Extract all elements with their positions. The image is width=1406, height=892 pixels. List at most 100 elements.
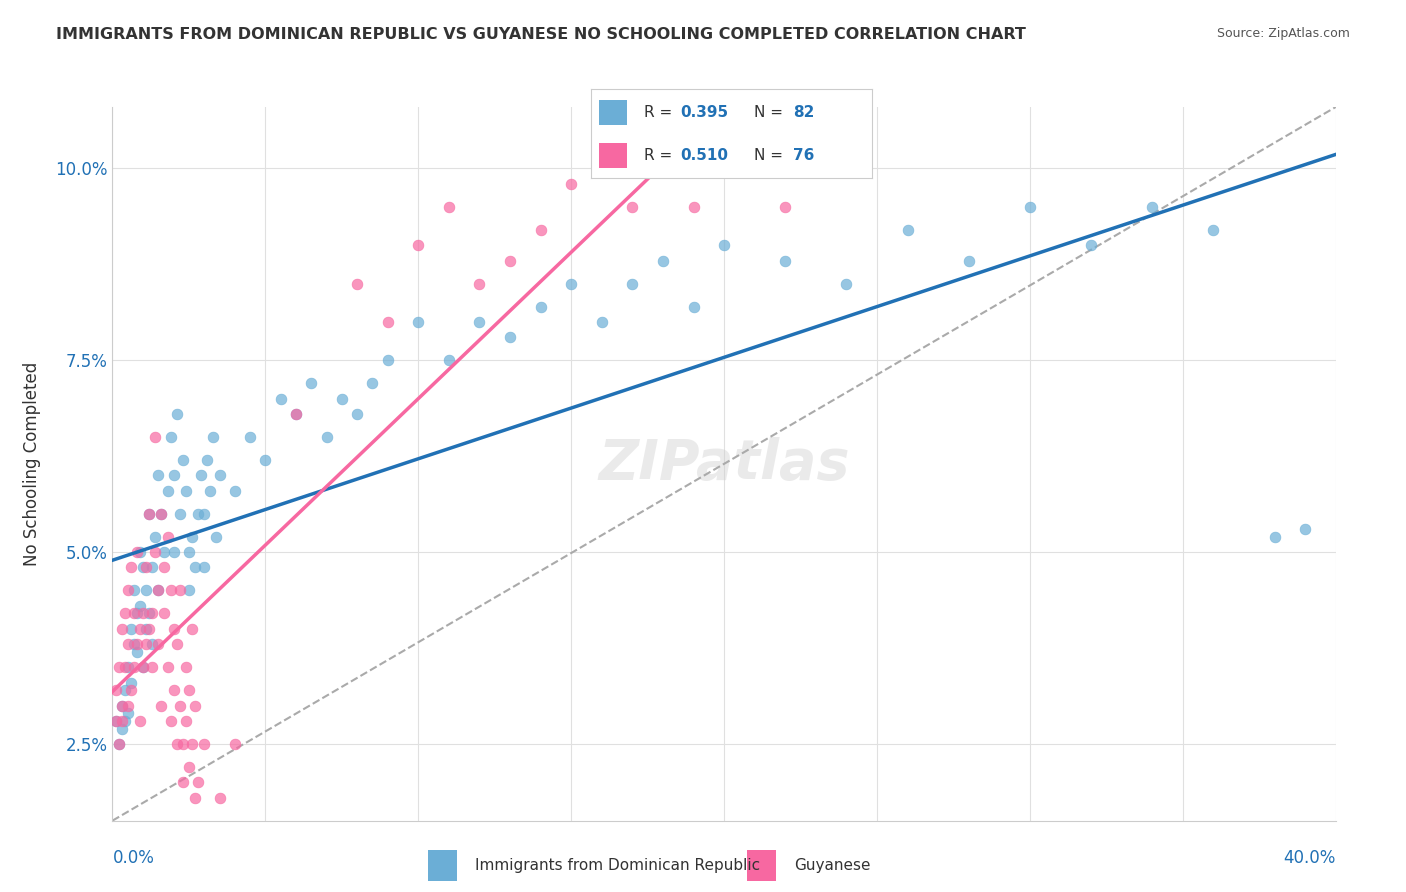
Point: [468, 315, 491, 329]
Point: [114, 683, 136, 698]
Point: [156, 530, 179, 544]
Point: [591, 315, 613, 329]
Point: [361, 376, 384, 391]
Point: [193, 507, 215, 521]
Point: [315, 430, 337, 444]
Point: [132, 660, 155, 674]
Point: [713, 161, 735, 176]
Point: [111, 722, 134, 736]
Point: [190, 468, 212, 483]
Point: [159, 714, 181, 728]
Point: [193, 560, 215, 574]
Point: [377, 353, 399, 368]
Point: [104, 714, 127, 728]
Point: [208, 790, 231, 805]
Point: [143, 545, 166, 559]
Point: [141, 637, 163, 651]
Point: [174, 660, 197, 674]
Point: [437, 353, 460, 368]
Point: [148, 637, 170, 651]
Point: [120, 560, 142, 574]
Point: [117, 698, 139, 713]
Point: [184, 790, 207, 805]
Point: [166, 737, 188, 751]
Point: [111, 698, 134, 713]
Point: [163, 683, 186, 698]
Point: [184, 698, 207, 713]
Point: [122, 660, 145, 674]
Point: [120, 675, 142, 690]
Point: [143, 430, 166, 444]
Text: Source: ZipAtlas.com: Source: ZipAtlas.com: [1216, 27, 1350, 40]
Text: 0.0%: 0.0%: [112, 849, 155, 867]
Point: [143, 530, 166, 544]
Text: 76: 76: [793, 148, 814, 162]
Point: [148, 583, 170, 598]
Point: [117, 660, 139, 674]
Point: [1018, 200, 1040, 214]
Point: [138, 507, 160, 521]
Point: [284, 407, 308, 421]
Point: [1080, 238, 1102, 252]
Point: [744, 123, 766, 137]
Point: [122, 637, 145, 651]
Point: [159, 430, 181, 444]
Text: N =: N =: [754, 148, 787, 162]
Point: [138, 607, 160, 621]
Point: [284, 407, 308, 421]
Point: [177, 545, 200, 559]
Point: [153, 545, 176, 559]
Point: [187, 507, 209, 521]
Point: [114, 660, 136, 674]
Point: [153, 607, 176, 621]
Point: [775, 253, 797, 268]
FancyBboxPatch shape: [599, 100, 627, 125]
Point: [156, 660, 179, 674]
Point: [652, 253, 675, 268]
Point: [181, 530, 204, 544]
Point: [254, 453, 277, 467]
Point: [163, 545, 186, 559]
Point: [129, 599, 152, 613]
Point: [346, 277, 368, 291]
Point: [141, 660, 163, 674]
Point: [775, 200, 797, 214]
Point: [202, 430, 225, 444]
Point: [530, 300, 553, 314]
Point: [499, 253, 522, 268]
Text: ZIPatlas: ZIPatlas: [599, 437, 849, 491]
Point: [184, 560, 207, 574]
Point: [117, 583, 139, 598]
Point: [122, 607, 145, 621]
Point: [957, 253, 980, 268]
Point: [195, 453, 218, 467]
Point: [1294, 522, 1316, 536]
Point: [181, 622, 204, 636]
Point: [120, 683, 142, 698]
Point: [132, 660, 155, 674]
Point: [148, 583, 170, 598]
Point: [172, 737, 194, 751]
Point: [111, 622, 134, 636]
Point: [150, 507, 173, 521]
Point: [437, 200, 460, 214]
Point: [174, 714, 197, 728]
Point: [104, 714, 127, 728]
Text: R =: R =: [644, 148, 678, 162]
Y-axis label: No Schooling Completed: No Schooling Completed: [24, 362, 41, 566]
Point: [166, 637, 188, 651]
Text: 40.0%: 40.0%: [1284, 849, 1336, 867]
Point: [125, 637, 148, 651]
Point: [1142, 200, 1164, 214]
Point: [153, 560, 176, 574]
Point: [135, 637, 157, 651]
FancyBboxPatch shape: [747, 849, 776, 881]
Text: 82: 82: [793, 105, 814, 120]
Point: [129, 622, 152, 636]
Text: IMMIGRANTS FROM DOMINICAN REPUBLIC VS GUYANESE NO SCHOOLING COMPLETED CORRELATIO: IMMIGRANTS FROM DOMINICAN REPUBLIC VS GU…: [56, 27, 1026, 42]
Point: [138, 507, 160, 521]
Point: [169, 507, 191, 521]
Point: [560, 177, 582, 191]
Point: [713, 238, 735, 252]
Point: [132, 607, 155, 621]
